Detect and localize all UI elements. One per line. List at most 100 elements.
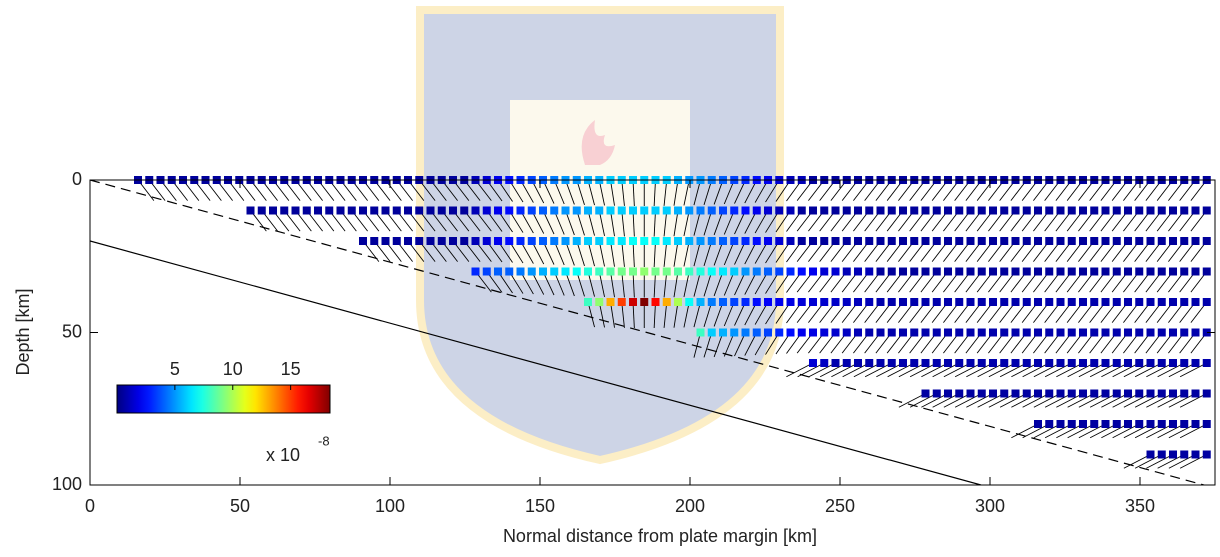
orientation-tick [1123, 454, 1151, 469]
strain-square [854, 359, 862, 367]
strain-square [1124, 298, 1132, 306]
y-tick-label: 0 [72, 169, 82, 189]
strain-square [1101, 359, 1110, 367]
strain-square [944, 298, 952, 306]
strain-square [1169, 328, 1177, 337]
strain-square [764, 328, 772, 337]
strain-square [1022, 328, 1031, 337]
orientation-tick [576, 180, 585, 205]
strain-square [809, 237, 817, 245]
strain-square [651, 298, 660, 306]
strain-square [944, 359, 952, 367]
orientation-tick [553, 180, 565, 205]
strain-square [764, 267, 772, 276]
orientation-tick [1044, 393, 1072, 408]
strain-square [1067, 267, 1076, 276]
strain-square [786, 298, 795, 306]
strain-square [437, 206, 446, 215]
strain-square [606, 267, 615, 276]
y-axis-label: Depth [km] [13, 288, 33, 375]
orientation-tick [653, 180, 656, 206]
orientation-tick [565, 271, 575, 297]
strain-square [1034, 328, 1042, 337]
orientation-tick [1067, 362, 1095, 378]
orientation-tick [713, 332, 724, 358]
orientation-tick [703, 332, 713, 358]
strain-square [955, 237, 964, 245]
strain-square [1180, 206, 1189, 215]
orientation-tick [683, 240, 690, 267]
orientation-tick [1033, 393, 1061, 408]
strain-square [1180, 450, 1189, 459]
strain-square [1090, 359, 1099, 367]
strain-square [1067, 328, 1076, 337]
strain-square [910, 237, 919, 245]
orientation-tick [932, 362, 960, 378]
strain-square [809, 359, 817, 367]
orientation-tick [1011, 423, 1039, 439]
orientation-tick [954, 362, 982, 378]
orientation-tick [1134, 454, 1162, 469]
orientation-tick [1078, 362, 1106, 378]
orientation-tick [673, 180, 679, 206]
strain-square [1202, 237, 1211, 245]
x-tick-label: 250 [825, 496, 855, 516]
strain-square [1079, 267, 1087, 276]
orientation-tick [1168, 362, 1196, 378]
orientation-tick [1157, 362, 1185, 378]
strain-square [966, 359, 975, 367]
orientation-tick [576, 210, 585, 236]
orientation-tick [587, 240, 595, 267]
strain-square [674, 206, 682, 215]
strain-square [1056, 267, 1065, 276]
strain-square [1067, 206, 1076, 215]
strain-square [539, 267, 547, 276]
orientation-tick [1089, 423, 1117, 439]
colorbar [116, 384, 331, 414]
orientation-tick [598, 180, 605, 206]
strain-square [876, 328, 885, 337]
strain-square [1157, 237, 1166, 245]
orientation-tick [632, 271, 635, 298]
strain-square [1112, 267, 1121, 276]
strain-square [1079, 298, 1087, 306]
strain-square [1022, 267, 1031, 276]
strain-square [482, 267, 491, 276]
strain-square [1056, 389, 1065, 398]
orientation-tick [831, 362, 859, 378]
strain-square [989, 206, 997, 215]
strain-square [1191, 298, 1200, 306]
strain-square [1146, 328, 1155, 337]
orientation-tick [723, 271, 735, 296]
strain-square [989, 237, 997, 245]
strain-square [1169, 450, 1177, 459]
orientation-tick [1146, 393, 1174, 408]
strain-square [685, 298, 694, 306]
orientation-tick [1179, 362, 1207, 378]
strain-square [876, 206, 885, 215]
strain-square [640, 298, 649, 306]
strain-square [1191, 328, 1200, 337]
orientation-tick [1101, 423, 1129, 439]
strain-square [730, 206, 739, 215]
strain-square [426, 237, 435, 245]
strain-square [932, 298, 941, 306]
strain-square [471, 206, 480, 215]
orientation-tick [621, 240, 625, 267]
orientation-tick [598, 210, 605, 237]
strain-square [932, 328, 941, 337]
strain-square [1045, 206, 1054, 215]
strain-square [820, 237, 829, 245]
strain-square [944, 389, 952, 398]
orientation-tick [1044, 423, 1072, 439]
strain-square [269, 206, 277, 215]
orientation-tick [553, 271, 565, 296]
strain-square [471, 267, 480, 276]
orientation-tick [723, 332, 735, 357]
orientation-tick [988, 362, 1016, 378]
strain-square [1090, 328, 1099, 337]
strain-square [910, 298, 919, 306]
strain-square [629, 237, 637, 245]
strain-square [1011, 206, 1020, 215]
strain-square [977, 389, 986, 398]
